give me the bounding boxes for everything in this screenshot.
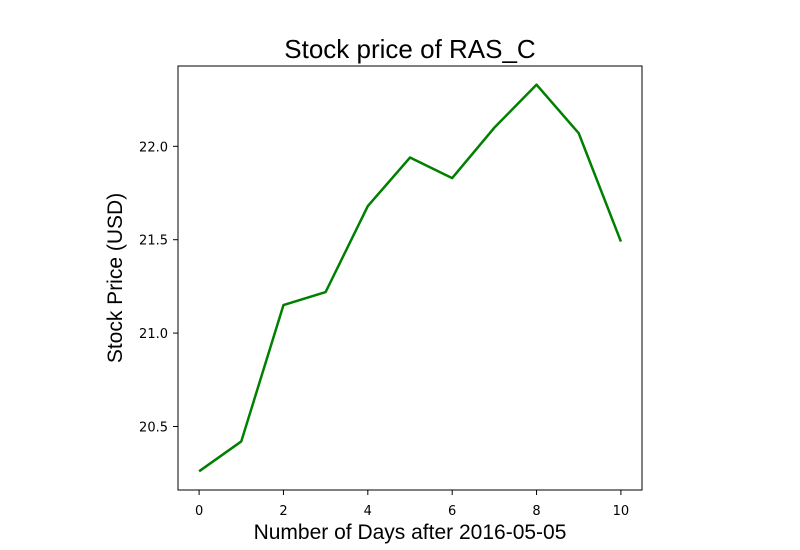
chart-title: Stock price of RAS_C: [284, 34, 535, 64]
y-axis-label: Stock Price (USD): [104, 193, 127, 363]
x-tick-label: 0: [195, 504, 203, 519]
x-axis-ticks: 0 2 4 6 8 10: [195, 490, 629, 519]
x-tick-label: 2: [279, 504, 287, 519]
y-tick-label: 20.5: [139, 420, 168, 435]
y-tick-label: 22.0: [139, 140, 168, 155]
y-tick-label: 21.5: [139, 234, 168, 249]
plot-frame: [177, 65, 643, 491]
plot-area: 0 2 4 6 8 10 20.5 21.0 21.5 22.0: [139, 65, 643, 519]
x-axis-label: Number of Days after 2016-05-05: [254, 521, 567, 544]
x-tick-label: 10: [613, 504, 630, 519]
x-tick-label: 4: [364, 504, 372, 519]
x-tick-label: 8: [532, 504, 540, 519]
y-tick-label: 21.0: [139, 327, 168, 342]
y-axis-ticks: 20.5 21.0 21.5 22.0: [139, 140, 178, 435]
x-tick-label: 6: [448, 504, 456, 519]
series-line: [198, 83, 623, 473]
series-layer: [198, 83, 623, 473]
